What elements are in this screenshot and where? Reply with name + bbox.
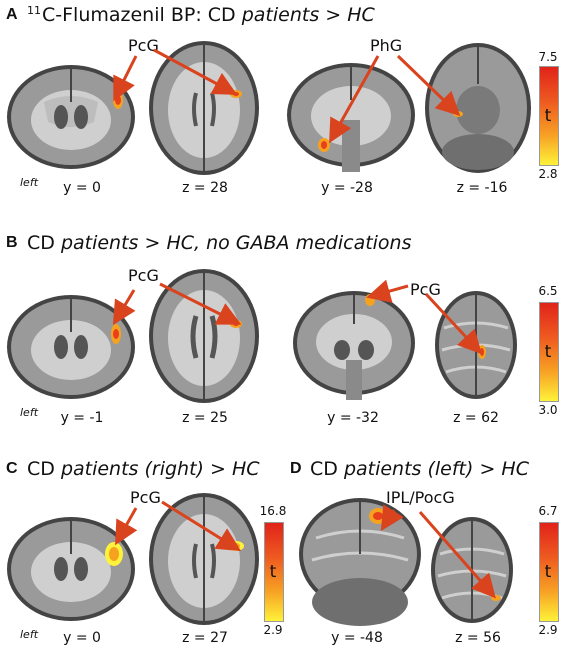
title-text: CD	[27, 232, 61, 254]
colorbar-label: t	[544, 342, 552, 362]
region-label: PhG	[370, 36, 403, 55]
activation-blob	[491, 595, 501, 601]
title-text: CD	[310, 458, 344, 480]
brain-slice-axial	[435, 291, 517, 399]
colorbar-max: 6.5	[538, 284, 558, 298]
title-text: C-Flumazenil BP: CD	[42, 4, 242, 26]
panel-letter: D	[290, 460, 302, 477]
slice-coordinate: y = -1	[60, 410, 104, 426]
region-label: PcG	[130, 488, 161, 507]
panel-title: CD patients > HC, no GABA medications	[27, 232, 412, 254]
colorbar-max: 7.5	[538, 50, 558, 64]
brain-slice-coronal	[293, 291, 415, 400]
brain-slice-axial	[149, 269, 259, 403]
brain-slice-axial	[425, 43, 531, 173]
brain-slice-coronal	[7, 295, 135, 399]
region-label: PcG	[410, 280, 441, 299]
region-label: PcG	[128, 36, 159, 55]
activation-blob	[365, 294, 375, 306]
brain-slice-coronal	[7, 65, 135, 169]
panel-c: C CD patients (right) > HC left y = 0 z …	[0, 452, 561, 658]
brain-slice-axial	[149, 493, 259, 625]
activation-blob	[453, 111, 463, 117]
brain-slice-axial	[149, 41, 259, 175]
slice-coordinate: y = -32	[327, 410, 379, 426]
panel-letter: A	[6, 6, 18, 23]
title-text: CD	[27, 458, 61, 480]
slice-coordinate: z = -16	[456, 180, 508, 196]
slice-coordinate: z = 56	[455, 630, 501, 646]
title-italic: patients (left) > HC	[343, 458, 529, 480]
slice-coordinate: z = 25	[182, 410, 228, 426]
slice-coordinate: y = 0	[63, 630, 101, 646]
colorbar	[264, 522, 284, 622]
brain-slice-coronal	[287, 63, 415, 172]
left-label: left	[20, 628, 39, 641]
panel-title: 11C-Flumazenil BP: CD patients > HC	[27, 4, 375, 26]
title-italic: patients > HC, no GABA medications	[60, 232, 412, 254]
colorbar-label: t	[269, 562, 277, 582]
panel-letter: C	[6, 460, 18, 477]
slice-coordinate: z = 62	[453, 410, 499, 426]
region-label: PcG	[128, 266, 159, 285]
colorbar-min: 2.8	[538, 167, 558, 181]
brain-slice-coronal	[299, 498, 421, 626]
brain-slice-coronal	[7, 517, 135, 621]
slice-coordinate: z = 27	[182, 630, 228, 646]
slice-coordinate: y = -28	[321, 180, 373, 196]
colorbar	[539, 302, 559, 402]
colorbar-max: 16.8	[259, 504, 287, 518]
title-italic: patients > HC	[241, 4, 375, 26]
colorbar-min: 3.0	[538, 403, 558, 417]
colorbar-min: 2.9	[538, 623, 558, 637]
panel-b: B CD patients > HC, no GABA medications …	[0, 226, 561, 426]
title-italic: patients (right) > HC	[60, 458, 260, 480]
panel-title: CD patients (right) > HC	[27, 458, 260, 480]
panel-a: A 11C-Flumazenil BP: CD patients > HC le…	[0, 0, 561, 200]
brain-slice-axial	[431, 517, 513, 623]
colorbar	[539, 66, 559, 166]
colorbar-label: t	[544, 562, 552, 582]
region-label: IPL/PocG	[386, 488, 455, 507]
slice-coordinate: y = -48	[331, 630, 383, 646]
panel-letter: B	[6, 234, 18, 251]
left-label: left	[20, 406, 39, 419]
slice-coordinate: z = 28	[182, 180, 228, 196]
colorbar	[539, 522, 559, 622]
colorbar-label: t	[544, 106, 552, 126]
title-superscript: 11	[27, 4, 41, 17]
colorbar-max: 6.7	[538, 504, 558, 518]
panel-title: CD patients (left) > HC	[310, 458, 529, 480]
left-label: left	[20, 176, 39, 189]
slice-coordinate: y = 0	[63, 180, 101, 196]
colorbar-min: 2.9	[263, 623, 283, 637]
